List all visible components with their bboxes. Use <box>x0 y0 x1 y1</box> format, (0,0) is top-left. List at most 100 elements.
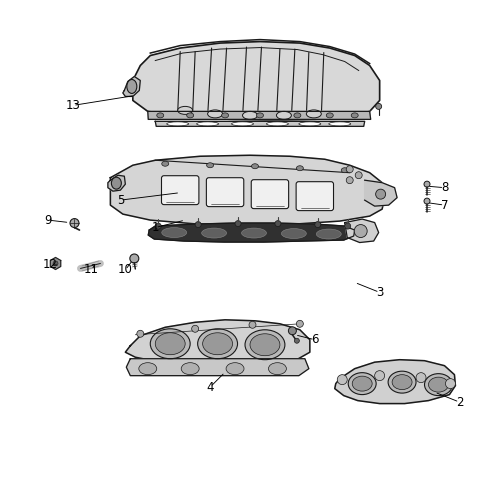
Ellipse shape <box>256 113 264 118</box>
Text: 6: 6 <box>311 334 318 346</box>
Ellipse shape <box>112 177 122 189</box>
Ellipse shape <box>202 333 232 354</box>
Ellipse shape <box>388 371 416 393</box>
Text: 8: 8 <box>441 181 448 194</box>
Ellipse shape <box>329 122 350 126</box>
Ellipse shape <box>376 189 386 199</box>
Ellipse shape <box>266 122 288 126</box>
Ellipse shape <box>296 166 304 170</box>
Ellipse shape <box>446 378 456 388</box>
Polygon shape <box>108 175 126 191</box>
Ellipse shape <box>424 181 430 187</box>
Ellipse shape <box>178 106 192 114</box>
Ellipse shape <box>268 362 286 374</box>
Polygon shape <box>50 258 60 270</box>
Ellipse shape <box>53 261 58 266</box>
Ellipse shape <box>276 112 291 120</box>
Text: 11: 11 <box>84 264 99 276</box>
Ellipse shape <box>162 161 168 166</box>
Ellipse shape <box>392 374 412 390</box>
Polygon shape <box>335 360 456 404</box>
Ellipse shape <box>157 113 164 118</box>
Ellipse shape <box>198 329 237 358</box>
Ellipse shape <box>326 113 334 118</box>
Ellipse shape <box>250 334 280 355</box>
Ellipse shape <box>245 330 285 360</box>
Ellipse shape <box>166 122 188 126</box>
Text: 3: 3 <box>376 286 384 299</box>
Ellipse shape <box>150 329 190 358</box>
Ellipse shape <box>130 254 139 263</box>
Text: 4: 4 <box>206 380 214 394</box>
Polygon shape <box>126 358 309 376</box>
Text: 9: 9 <box>44 214 52 226</box>
Ellipse shape <box>139 362 157 374</box>
Ellipse shape <box>156 223 161 229</box>
Ellipse shape <box>275 220 281 226</box>
Text: 7: 7 <box>440 198 448 211</box>
Ellipse shape <box>137 330 144 338</box>
Ellipse shape <box>195 222 201 228</box>
Ellipse shape <box>249 322 256 328</box>
FancyBboxPatch shape <box>206 178 244 206</box>
FancyBboxPatch shape <box>296 182 334 210</box>
Ellipse shape <box>299 122 321 126</box>
Polygon shape <box>123 76 140 96</box>
Ellipse shape <box>416 372 426 382</box>
Ellipse shape <box>344 223 350 229</box>
Ellipse shape <box>338 374 347 384</box>
Ellipse shape <box>316 229 341 239</box>
Polygon shape <box>148 223 354 242</box>
Ellipse shape <box>282 228 306 238</box>
Ellipse shape <box>306 110 322 118</box>
Ellipse shape <box>162 228 186 237</box>
Ellipse shape <box>341 168 348 172</box>
Ellipse shape <box>252 164 258 168</box>
Ellipse shape <box>186 113 194 118</box>
Ellipse shape <box>232 122 254 126</box>
Text: 13: 13 <box>66 99 80 112</box>
Ellipse shape <box>156 333 185 354</box>
Ellipse shape <box>351 113 358 118</box>
Ellipse shape <box>355 172 362 178</box>
Ellipse shape <box>206 162 214 168</box>
Ellipse shape <box>294 338 300 343</box>
Text: 5: 5 <box>116 194 124 206</box>
Ellipse shape <box>294 113 301 118</box>
Ellipse shape <box>222 113 228 118</box>
Ellipse shape <box>424 198 430 204</box>
Ellipse shape <box>181 362 199 374</box>
Ellipse shape <box>376 104 382 110</box>
Ellipse shape <box>288 327 296 335</box>
Ellipse shape <box>346 176 353 184</box>
FancyBboxPatch shape <box>251 180 288 208</box>
Ellipse shape <box>192 326 198 332</box>
Text: 10: 10 <box>118 264 133 276</box>
Ellipse shape <box>235 220 241 226</box>
Polygon shape <box>344 219 378 242</box>
Polygon shape <box>126 320 310 367</box>
Polygon shape <box>156 122 364 126</box>
Ellipse shape <box>354 224 367 237</box>
Polygon shape <box>364 180 397 206</box>
Ellipse shape <box>70 218 79 228</box>
Polygon shape <box>148 112 370 120</box>
Ellipse shape <box>428 377 448 392</box>
Polygon shape <box>133 42 380 120</box>
Ellipse shape <box>348 372 376 394</box>
Ellipse shape <box>374 370 384 380</box>
FancyBboxPatch shape <box>162 176 199 204</box>
Ellipse shape <box>346 166 353 172</box>
Ellipse shape <box>315 222 321 228</box>
Polygon shape <box>110 156 384 225</box>
Text: 1: 1 <box>152 221 159 234</box>
Ellipse shape <box>352 376 372 391</box>
Ellipse shape <box>196 122 218 126</box>
Ellipse shape <box>424 374 452 396</box>
Ellipse shape <box>208 110 222 118</box>
Ellipse shape <box>127 80 137 94</box>
Ellipse shape <box>242 228 266 238</box>
Ellipse shape <box>296 320 304 328</box>
Text: 12: 12 <box>43 258 58 272</box>
Ellipse shape <box>242 112 258 120</box>
